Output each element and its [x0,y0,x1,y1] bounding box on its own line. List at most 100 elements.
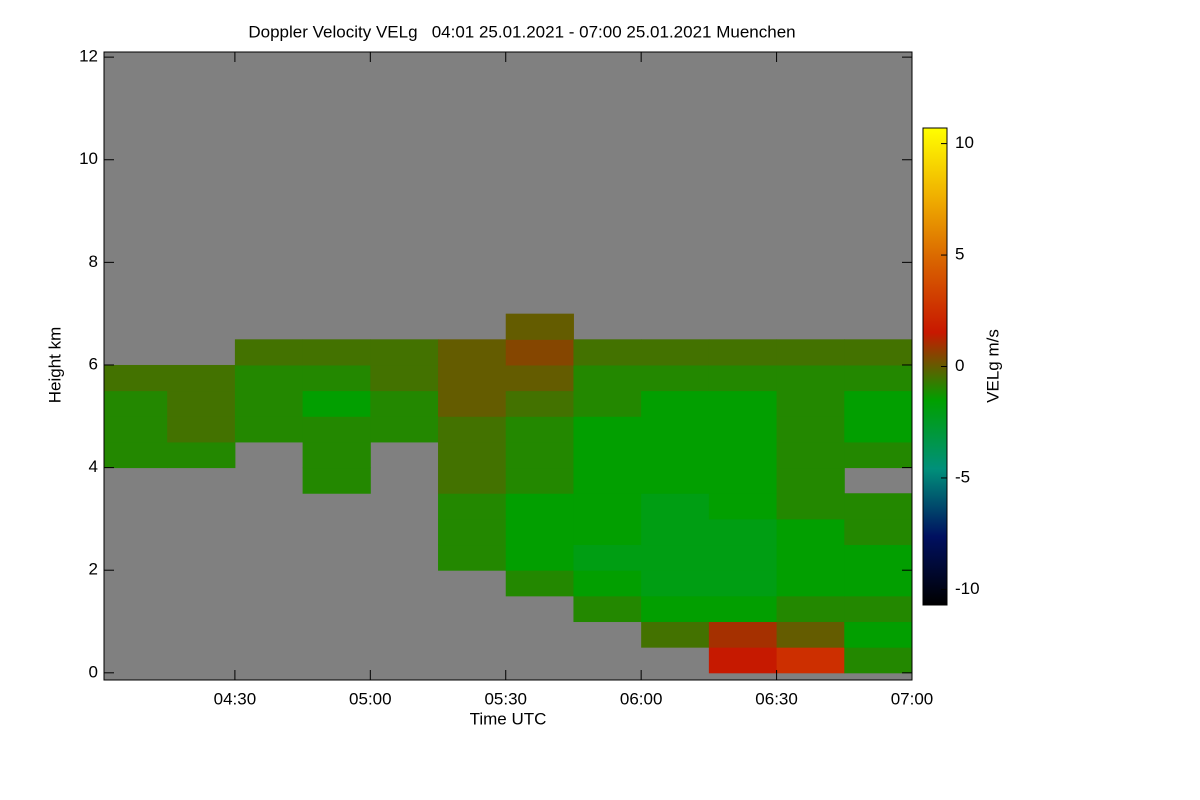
heatmap-cell [776,339,845,366]
heatmap-cell [708,416,778,443]
colorbar-label: VELg m/s [983,329,1002,403]
heatmap-cell [370,339,439,366]
heatmap-cell [844,518,912,546]
heatmap-cell [776,364,845,392]
x-tick-label: 04:30 [214,689,257,708]
heatmap-cell [438,467,507,494]
chart-title: Doppler Velocity VELg 04:01 25.01.2021 -… [248,22,795,41]
heatmap-cell [505,390,574,417]
heatmap-cell [104,364,168,392]
heatmap-cell [844,416,912,443]
heatmap-cell [776,647,845,674]
heatmap-cell [708,518,778,546]
heatmap-cell [708,570,778,597]
heatmap-cell [844,595,912,623]
heatmap-cell [167,416,236,443]
heatmap-cell [641,339,710,366]
heatmap-cell [776,570,845,597]
heatmap-cell [438,544,507,571]
heatmap-cell [641,493,710,520]
heatmap-cell [104,390,168,417]
heatmap-cell [104,416,168,443]
heatmap-cell [234,339,304,366]
heatmap-cell [844,647,912,674]
x-tick-label: 05:30 [484,689,527,708]
heatmap-cell [167,441,236,469]
heatmap-cell [505,544,574,571]
heatmap-cell [776,493,845,520]
heatmap-cell [234,390,304,417]
heatmap-cell [573,390,642,417]
heatmap-cell [708,544,778,571]
heatmap-cell [438,390,507,417]
heatmap-cell [776,441,845,469]
heatmap-cell [505,570,574,597]
heatmap-cell [844,570,912,597]
x-tick-label: 07:00 [891,689,934,708]
heatmap-cell [844,544,912,571]
y-tick-label: 4 [89,457,98,476]
heatmap-cell [438,441,507,469]
heatmap-cell [302,467,371,494]
heatmap-cell [234,416,304,443]
heatmap-cell [167,390,236,417]
heatmap-cell [505,441,574,469]
heatmap-cell [641,595,710,623]
heatmap-cell [844,441,912,469]
heatmap-cell [776,544,845,571]
heatmap-cell [505,339,574,366]
heatmap-cell [776,390,845,417]
heatmap-cell [302,416,371,443]
heatmap-cell [302,339,371,366]
colorbar-tick-label: 10 [955,133,974,152]
y-tick-label: 6 [89,354,98,373]
heatmap-cell [573,339,642,366]
heatmap-cell [505,467,574,494]
heatmap-cell [641,518,710,546]
x-tick-label: 06:00 [620,689,663,708]
y-tick-label: 12 [79,47,98,66]
heatmap-cell [573,570,642,597]
heatmap-cell [641,621,710,648]
heatmap-cell [708,441,778,469]
heatmap-cell [438,416,507,443]
heatmap-cell [776,416,845,443]
heatmap-cell [641,544,710,571]
heatmap-cell [370,416,439,443]
heatmap-cell [573,467,642,494]
heatmap-cell [708,493,778,520]
heatmap-cell [167,364,236,392]
heatmap-cell [302,441,371,469]
heatmap-cell [438,339,507,366]
x-tick-label: 06:30 [755,689,798,708]
y-axis-label: Height km [45,327,64,404]
y-tick-label: 10 [79,149,98,168]
heatmap-cell [573,441,642,469]
heatmap-cell [641,441,710,469]
heatmap-cell [573,493,642,520]
colorbar-tick-label: 0 [955,356,964,375]
x-tick-label: 05:00 [349,689,392,708]
heatmap-cell [505,493,574,520]
heatmap-cell [641,416,710,443]
heatmap-cell [844,364,912,392]
heatmap-cell [708,390,778,417]
heatmap-cell [708,339,778,366]
heatmap-cell [708,467,778,494]
heatmap-cell [104,441,168,469]
heatmap-cell [438,493,507,520]
heatmap-cell [370,390,439,417]
heatmap-cell [573,518,642,546]
heatmap-cell [573,416,642,443]
heatmap-cell [641,467,710,494]
heatmap-cell [438,364,507,392]
y-tick-label: 0 [89,662,98,681]
heatmap-cell [708,647,778,674]
heatmap-cell [641,364,710,392]
heatmap-cell [505,313,574,340]
heatmap-cell [370,364,439,392]
heatmap-cell [573,544,642,571]
heatmap-cell [641,390,710,417]
heatmap-cell [708,595,778,623]
